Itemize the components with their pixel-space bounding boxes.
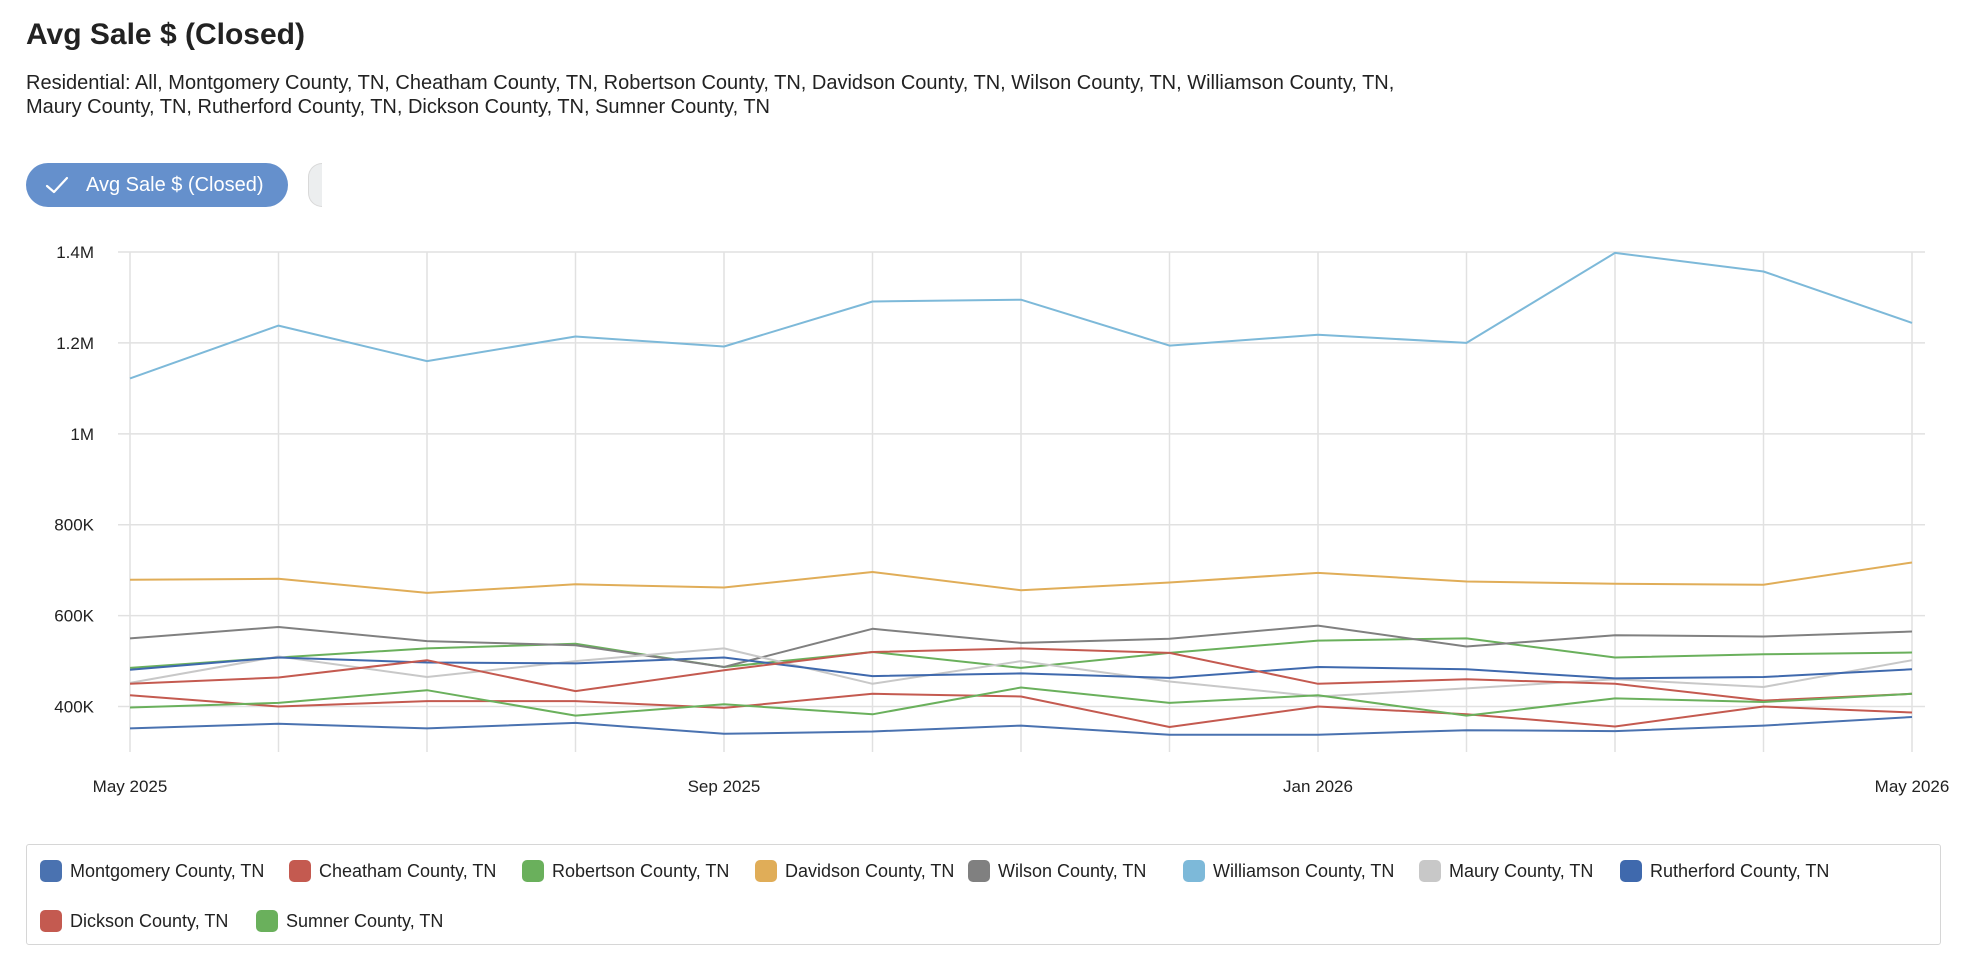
legend-item[interactable]: Maury County, TN: [1419, 859, 1593, 883]
legend-swatch: [1183, 860, 1205, 882]
y-tick-label: 400K: [54, 698, 94, 717]
y-tick-label: 1.2M: [56, 334, 94, 353]
legend-item[interactable]: Robertson County, TN: [522, 859, 729, 883]
y-tick-label: 1.4M: [56, 243, 94, 262]
legend-swatch: [968, 860, 990, 882]
legend-swatch: [1620, 860, 1642, 882]
line-chart: 400K 600K 800K 1M 1.2M 1.4M May 2025 Sep 2025 J…: [54, 243, 1950, 796]
legend-label: Robertson County, TN: [552, 860, 730, 881]
y-tick-label: 800K: [54, 516, 94, 535]
x-tick-label: Sep 2025: [688, 777, 761, 796]
series-line[interactable]: [129, 656, 1913, 680]
y-axis-ticks: 400K 600K 800K 1M 1.2M 1.4M: [54, 243, 94, 717]
legend-label: Davidson County, TN: [785, 860, 955, 881]
legend-swatch: [40, 860, 62, 882]
x-tick-label: May 2025: [93, 777, 168, 796]
legend-swatch: [522, 860, 544, 882]
legend-swatch: [755, 860, 777, 882]
series-line[interactable]: [129, 686, 1913, 717]
legend-item[interactable]: Dickson County, TN: [40, 909, 228, 933]
check-icon: [45, 176, 69, 194]
legend-label: Williamson County, TN: [1213, 860, 1395, 881]
legend-item[interactable]: Rutherford County, TN: [1620, 859, 1829, 883]
series-line[interactable]: [129, 692, 1913, 728]
y-tick-label: 600K: [54, 607, 94, 626]
legend-label: Dickson County, TN: [70, 910, 229, 931]
series-line[interactable]: [129, 251, 1913, 380]
series-line[interactable]: [129, 637, 1913, 669]
legend-item[interactable]: Davidson County, TN: [755, 859, 954, 883]
legend-item[interactable]: Wilson County, TN: [968, 859, 1146, 883]
series-line[interactable]: [129, 624, 1913, 668]
legend-swatch: [289, 860, 311, 882]
y-tick-label: 1M: [70, 425, 94, 444]
series-line[interactable]: [129, 716, 1913, 736]
series-line[interactable]: [129, 561, 1913, 594]
x-tick-label: Jan 2026: [1283, 777, 1353, 796]
metric-toggle-button[interactable]: Avg Sale $ (Closed): [26, 163, 288, 207]
legend-swatch: [256, 910, 278, 932]
legend-label: Cheatham County, TN: [319, 860, 497, 881]
legend-label: Maury County, TN: [1449, 860, 1594, 881]
legend-item[interactable]: Cheatham County, TN: [289, 859, 496, 883]
chart-grid: [118, 251, 1925, 752]
legend-item[interactable]: Williamson County, TN: [1183, 859, 1394, 883]
legend-label: Montgomery County, TN: [70, 860, 265, 881]
series-line[interactable]: [129, 647, 1913, 702]
metric-toggle-label: Avg Sale $ (Closed): [86, 173, 264, 196]
legend-swatch: [1419, 860, 1441, 882]
legend-item[interactable]: Montgomery County, TN: [40, 859, 264, 883]
x-axis-ticks: May 2025 Sep 2025 Jan 2026 May 2026: [93, 777, 1950, 796]
legend-label: Wilson County, TN: [998, 860, 1147, 881]
legend-item[interactable]: Sumner County, TN: [256, 909, 443, 933]
chart-subtitle: Residential: All, Montgomery County, TN,…: [26, 72, 1395, 118]
legend-label: Sumner County, TN: [286, 910, 444, 931]
legend-swatch: [40, 910, 62, 932]
legend-label: Rutherford County, TN: [1650, 860, 1830, 881]
x-tick-label: May 2026: [1875, 777, 1950, 796]
chart-title: Avg Sale $ (Closed): [26, 18, 305, 51]
series-lines: [129, 251, 1913, 736]
chart-legend: Montgomery County, TN Cheatham County, TN…: [26, 844, 1941, 945]
